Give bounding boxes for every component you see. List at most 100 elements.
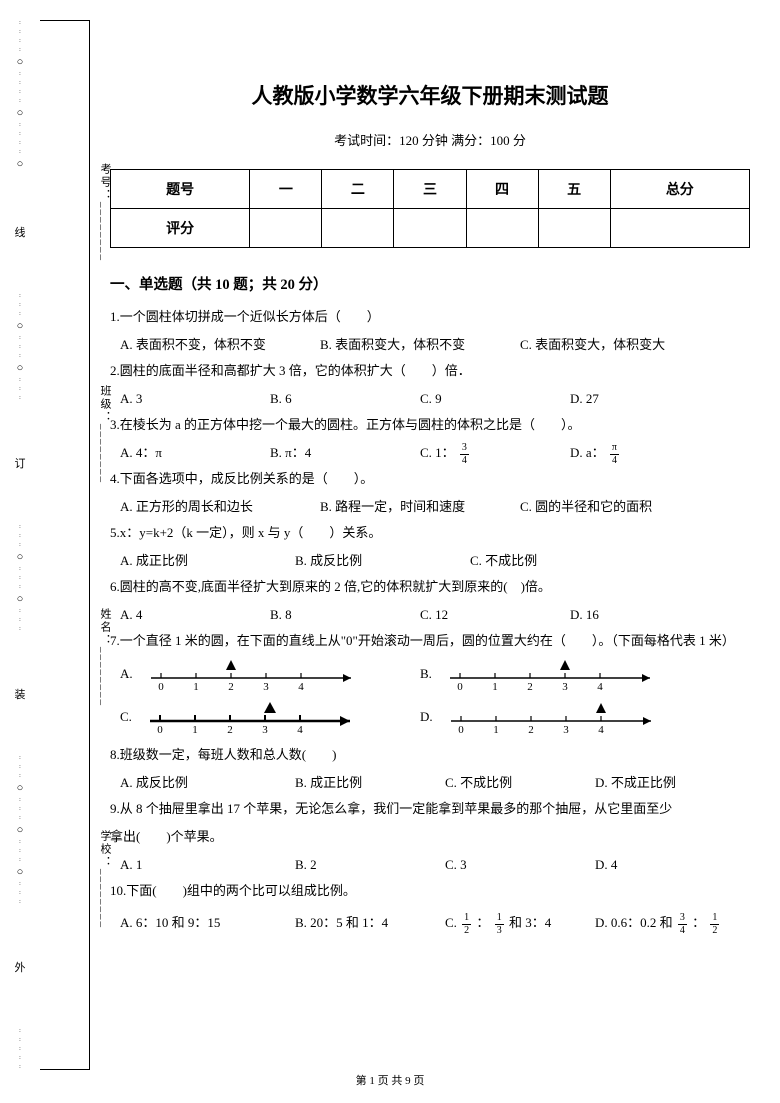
th-1: 一	[250, 170, 322, 209]
q5-A: A. 成正比例	[120, 548, 295, 574]
q2-B: B. 6	[270, 386, 420, 412]
th-2: 二	[322, 170, 394, 209]
td-blank	[610, 209, 749, 248]
svg-text:0: 0	[157, 724, 163, 734]
binding-marker-line: 线	[15, 224, 26, 240]
q3-D: D. a： π4	[570, 440, 621, 466]
dots-2: ::: ○ ::: ○ :::	[17, 293, 24, 401]
th-total: 总分	[610, 170, 749, 209]
q9-A: A. 1	[120, 852, 295, 878]
q6-C: C. 12	[420, 602, 570, 628]
q1-text: 1.一个圆柱体切拼成一个近似长方体后（ ）	[110, 304, 750, 330]
dots-bottom: :::::	[19, 1028, 21, 1070]
svg-text:0: 0	[158, 681, 164, 691]
q6-B: B. 8	[270, 602, 420, 628]
q5-text: 5.x：y=k+2（k 一定），则 x 与 y（ ）关系。	[110, 520, 750, 546]
numberline-icon: 012 34	[141, 656, 361, 691]
table-row: 评分	[111, 209, 750, 248]
th-4: 四	[466, 170, 538, 209]
q9-text1: 9.从 8 个抽屉里拿出 17 个苹果，无论怎么拿，我们一定能拿到苹果最多的那个…	[110, 796, 750, 822]
q10-D-pre: D. 0.6：0.2 和	[595, 915, 676, 930]
num: π	[610, 443, 619, 455]
q6-A: A. 4	[120, 602, 270, 628]
q3-D-pre: D. a：	[570, 445, 605, 460]
q4-options: A. 正方形的周长和边长 B. 路程一定，时间和速度 C. 圆的半径和它的面积	[110, 494, 750, 520]
page-subtitle: 考试时间：120 分钟 满分：100 分	[110, 130, 750, 149]
svg-text:2: 2	[527, 681, 533, 691]
q8-text: 8.班级数一定，每班人数和总人数( )	[110, 742, 750, 768]
q8-C: C. 不成比例	[445, 770, 595, 796]
svg-text:3: 3	[263, 681, 269, 691]
q7-A-label: A.	[120, 666, 133, 682]
fraction: 12	[462, 913, 471, 936]
q2-D: D. 27	[570, 386, 599, 412]
numberline-icon: 012 34	[441, 699, 661, 734]
td-label: 评分	[111, 209, 250, 248]
num: 1	[495, 913, 504, 925]
q10-B: B. 20：5 和 1：4	[295, 910, 445, 936]
td-blank	[466, 209, 538, 248]
numberline-icon: 012 34	[140, 699, 360, 734]
binding-outer-column: :::: ○ :::: ○ :::: ○ 线 ::: ○ ::: ○ ::: 订…	[10, 20, 30, 1070]
svg-text:1: 1	[193, 681, 199, 691]
q7-D-label: D.	[420, 709, 433, 725]
section-heading: 一、单选题（共 10 题；共 20 分）	[110, 273, 750, 294]
th-5: 五	[538, 170, 610, 209]
q6-text: 6.圆柱的高不变,底面半径扩大到原来的 2 倍,它的体积就扩大到原来的( )倍。	[110, 574, 750, 600]
q7-B: B. 012 34	[420, 656, 720, 691]
q2-options: A. 3 B. 6 C. 9 D. 27	[110, 386, 750, 412]
q10-A: A. 6：10 和 9：15	[120, 910, 295, 936]
q2-C: C. 9	[420, 386, 570, 412]
q10-C-pre: C.	[445, 915, 457, 930]
page-title: 人教版小学数学六年级下册期末测试题	[110, 80, 750, 110]
q3-options: A. 4：π B. π：4 C. 1： 34 D. a： π4	[110, 440, 750, 466]
q4-C: C. 圆的半径和它的面积	[520, 494, 652, 520]
q6-options: A. 4 B. 8 C. 12 D. 16	[110, 602, 750, 628]
q9-B: B. 2	[295, 852, 445, 878]
binding-inner-frame: 考号：________ 班级：________ 姓名：________ 学校：_…	[40, 20, 90, 1070]
svg-text:3: 3	[563, 724, 569, 734]
svg-text:3: 3	[262, 724, 268, 734]
svg-text:3: 3	[562, 681, 568, 691]
q9-options: A. 1 B. 2 C. 3 D. 4	[110, 852, 750, 878]
binding-marker-bind: 装	[15, 686, 26, 702]
q7-options: A. 012 34 B.	[110, 656, 750, 742]
page-content: 人教版小学数学六年级下册期末测试题 考试时间：120 分钟 满分：100 分 题…	[110, 30, 750, 936]
q8-D: D. 不成正比例	[595, 770, 676, 796]
q9-D: D. 4	[595, 852, 617, 878]
svg-text:4: 4	[298, 681, 304, 691]
binding-marker-order: 订	[15, 455, 26, 471]
q3-C-pre: C. 1：	[420, 445, 455, 460]
den: 3	[497, 925, 502, 936]
table-row: 题号 一 二 三 四 五 总分	[111, 170, 750, 209]
q7-text: 7.一个直径 1 米的圆，在下面的直线上从"0"开始滚动一周后，圆的位置大约在（…	[110, 628, 750, 654]
q4-A: A. 正方形的周长和边长	[120, 494, 320, 520]
td-blank	[538, 209, 610, 248]
td-blank	[250, 209, 322, 248]
q10-D-mid: ：	[692, 915, 705, 930]
q7-A: A. 012 34	[120, 656, 420, 691]
q4-B: B. 路程一定，时间和速度	[320, 494, 520, 520]
q10-options: A. 6：10 和 9：15 B. 20：5 和 1：4 C. 12 ： 13 …	[110, 910, 750, 936]
q3-C: C. 1： 34	[420, 440, 570, 466]
q2-text: 2.圆柱的底面半径和高都扩大 3 倍，它的体积扩大（ ）倍．	[110, 358, 750, 384]
td-blank	[322, 209, 394, 248]
q1-A: A. 表面积不变，体积不变	[120, 332, 320, 358]
numberline-icon: 012 34	[440, 656, 660, 691]
q7-B-label: B.	[420, 666, 432, 682]
fraction: 34	[460, 443, 469, 466]
dots-4: ::: ○ ::: ○ ::: ○ :::	[17, 755, 24, 905]
dots-3: ::: ○ ::: ○ :::	[17, 524, 24, 632]
q5-options: A. 成正比例 B. 成反比例 C. 不成比例	[110, 548, 750, 574]
fraction: 13	[495, 913, 504, 936]
q3-A: A. 4：π	[120, 440, 270, 466]
q7-C: C. 012 34	[120, 699, 420, 734]
q9-C: C. 3	[445, 852, 595, 878]
svg-text:2: 2	[227, 724, 233, 734]
svg-text:0: 0	[457, 681, 463, 691]
q5-B: B. 成反比例	[295, 548, 470, 574]
svg-text:4: 4	[597, 681, 603, 691]
dots-top: :::: ○ :::: ○ :::: ○	[17, 20, 24, 170]
fraction: 12	[710, 913, 719, 936]
den: 4	[462, 455, 467, 466]
